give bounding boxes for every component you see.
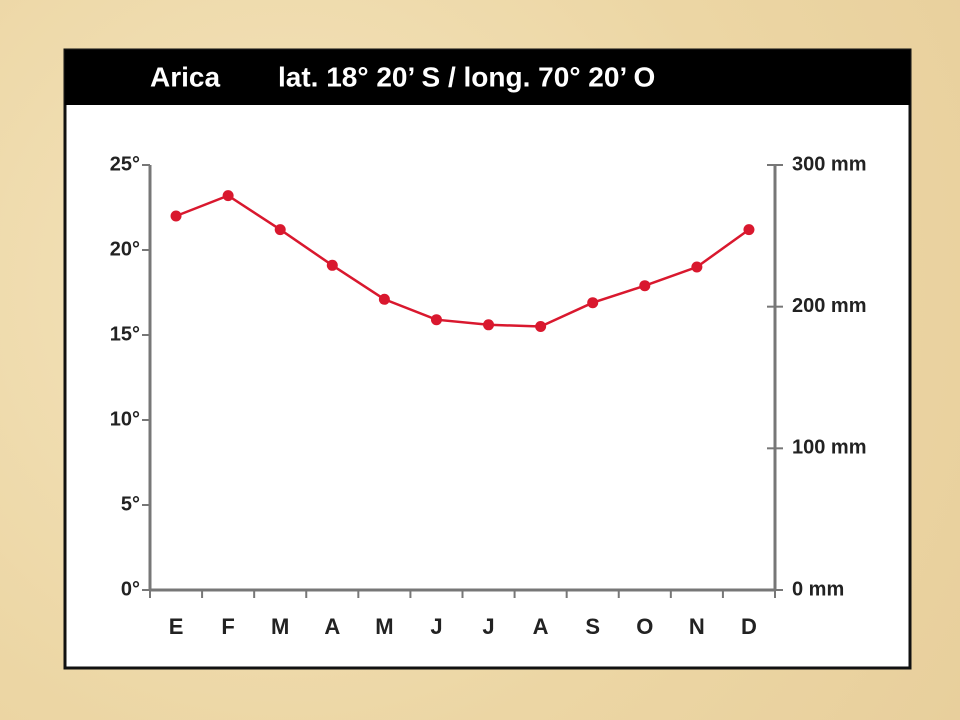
x-tick-label: E (169, 614, 184, 639)
point (430, 314, 442, 326)
point (483, 319, 495, 331)
y2-tick-label: 0 mm (792, 578, 844, 600)
x-tick-label: J (482, 614, 494, 639)
point (743, 224, 755, 236)
y2-tick-label: 100 mm (792, 437, 867, 459)
y-tick-label: 25° (110, 153, 140, 175)
panel (63, 48, 912, 670)
x-tick-label: J (430, 614, 442, 639)
chart-title: Arica (150, 61, 220, 92)
x-tick-label: O (636, 614, 653, 639)
x-tick-label: F (221, 614, 234, 639)
y2-tick-label: 300 mm (792, 153, 867, 175)
point (535, 321, 547, 332)
x-tick-label: M (375, 614, 393, 639)
point (326, 259, 338, 271)
y-tick-label: 15° (110, 323, 140, 345)
chart-subtitle: lat. 18° 20’ S / long. 70° 20’ O (278, 61, 655, 92)
header (65, 50, 910, 105)
y-tick-label: 10° (110, 408, 140, 430)
point (639, 280, 651, 292)
x-tick-label: A (533, 614, 549, 639)
point (274, 224, 286, 236)
line (175, 194, 750, 328)
y-tick-label: 20° (110, 238, 140, 260)
y2-tick-label: 200 mm (792, 295, 867, 317)
point (378, 293, 390, 305)
x-tick-label: D (741, 614, 757, 639)
x-tick-label: A (324, 614, 340, 639)
point (587, 297, 599, 309)
x-tick-label: N (689, 614, 705, 639)
point (170, 210, 182, 222)
point (691, 261, 703, 273)
y-tick-label: 0° (121, 578, 140, 600)
x-tick-label: S (585, 614, 600, 639)
y-tick-label: 5° (121, 493, 140, 515)
x-tick-label: M (271, 614, 289, 639)
point (222, 190, 234, 202)
